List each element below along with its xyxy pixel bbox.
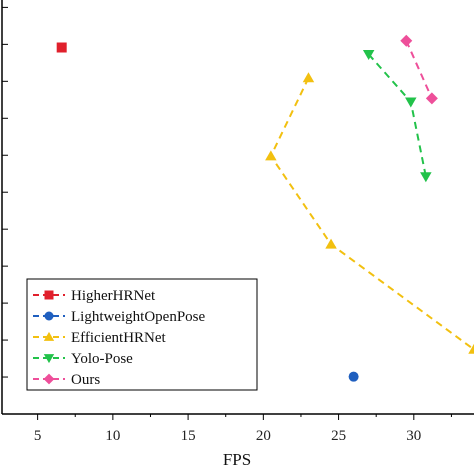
data-point-efficienthrnet xyxy=(302,72,315,83)
series-line-yolo-pose xyxy=(367,53,427,177)
x-tick-label: 15 xyxy=(181,428,196,444)
data-point-efficienthrnet xyxy=(265,150,277,161)
legend-label-ours: Ours xyxy=(71,372,100,388)
x-axis-title: FPS xyxy=(223,450,251,469)
data-point-yolo-pose xyxy=(362,50,375,61)
legend-marker-yolo-pose xyxy=(43,354,55,364)
series-layer xyxy=(56,34,474,382)
x-tick-label: 5 xyxy=(34,428,42,444)
x-tick-label: 20 xyxy=(256,428,271,444)
series-ours xyxy=(400,34,438,105)
x-tick-label: 30 xyxy=(406,428,421,444)
legend-label-efficienthrnet: EfficientHRNet xyxy=(71,330,167,346)
data-point-yolo-pose xyxy=(420,172,432,183)
legend-label-higherhrnet: HigherHRNet xyxy=(71,288,156,304)
series-line-ours xyxy=(405,40,433,99)
x-tick-label: 10 xyxy=(105,428,120,444)
x-tick-label: 25 xyxy=(331,428,346,444)
data-point-efficienthrnet xyxy=(325,238,337,249)
series-lightweightopenpose xyxy=(348,371,359,382)
series-higherhrnet xyxy=(56,42,67,53)
series-efficienthrnet xyxy=(265,72,474,354)
legend-box xyxy=(26,278,258,391)
data-point-ours xyxy=(400,34,413,47)
series-line-efficienthrnet xyxy=(269,77,474,351)
data-point-efficienthrnet xyxy=(468,343,474,354)
series-yolo-pose xyxy=(362,50,432,183)
legend-label-lightweightopenpose: LightweightOpenPose xyxy=(71,309,205,325)
data-point-lightweightopenpose xyxy=(348,371,359,382)
legend-marker-efficienthrnet xyxy=(43,331,55,341)
legend-marker-lightweightopenpose xyxy=(44,311,54,321)
legend: HigherHRNet LightweightOpenPose EfficientH… xyxy=(26,278,258,391)
legend-marker-higherhrnet xyxy=(44,290,54,300)
data-point-ours xyxy=(425,92,438,105)
data-point-yolo-pose xyxy=(405,97,417,108)
legend-marker-ours xyxy=(43,373,55,385)
legend-label-yolo-pose: Yolo-Pose xyxy=(71,351,133,367)
data-point-higherhrnet xyxy=(56,42,67,53)
